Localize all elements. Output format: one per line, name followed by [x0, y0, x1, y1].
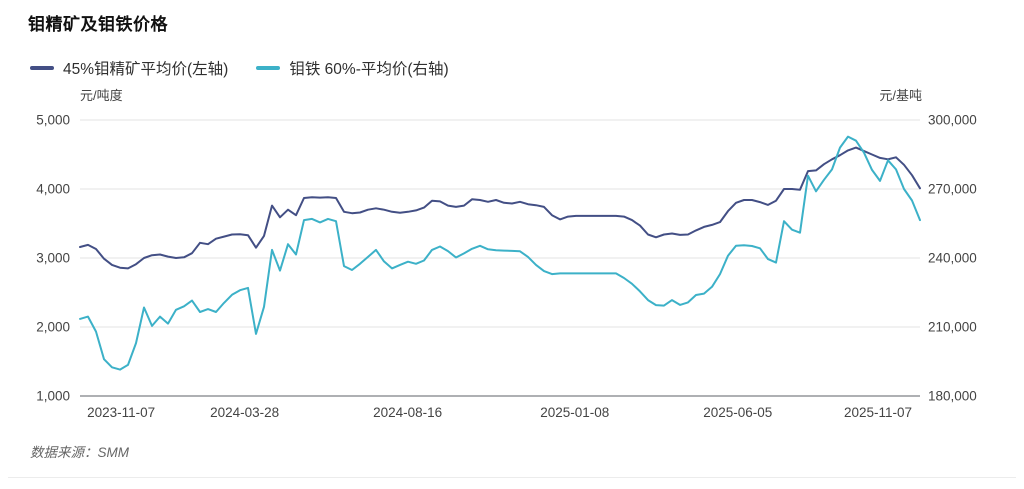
card-bottom-divider	[8, 477, 1016, 478]
legend-line-swatch-ferromolybdenum	[256, 66, 281, 70]
y-axis-right-tick-label: 180,000	[928, 389, 977, 404]
x-axis-tick-label: 2025-11-07	[844, 405, 912, 420]
x-axis-tick-label: 2024-08-16	[373, 405, 442, 420]
chart-legend: 45%钼精矿平均价(左轴) 钼铁 60%-平均价(右轴)	[30, 57, 477, 79]
y-axis-left-tick-label: 5,000	[36, 113, 70, 128]
right-axis-unit-label: 元/基吨	[879, 88, 922, 103]
data-source-label: 数据来源：	[30, 445, 98, 460]
x-axis-tick-label: 2023-11-07	[87, 405, 155, 420]
y-axis-right-tick-label: 240,000	[928, 251, 977, 266]
x-axis-tick-label: 2025-01-08	[540, 405, 609, 420]
y-axis-right-tick-label: 270,000	[928, 182, 977, 197]
data-source-value: SMM	[97, 445, 130, 460]
chart-title: 钼精矿及钼铁价格	[28, 15, 168, 34]
y-axis-right-tick-label: 300,000	[928, 113, 977, 128]
y-axis-left-tick-label: 1,000	[36, 389, 70, 404]
series-line-ferromolybdenum[interactable]	[79, 135, 921, 371]
left-axis-unit-label: 元/吨度	[80, 88, 123, 103]
y-axis-right-tick-label: 210,000	[928, 320, 977, 335]
y-axis-left-tick-label: 3,000	[36, 251, 70, 266]
y-axis-left-tick-label: 2,000	[36, 320, 70, 335]
legend-item-ferromolybdenum[interactable]: 钼铁 60%-平均价(右轴)	[256, 57, 449, 79]
y-axis-left-tick-label: 4,000	[36, 182, 70, 197]
legend-label-concentrate: 45%钼精矿平均价(左轴)	[63, 61, 229, 78]
legend-line-swatch-concentrate	[30, 66, 54, 70]
legend-label-ferromolybdenum: 钼铁 60%-平均价(右轴)	[289, 61, 449, 78]
x-axis-tick-label: 2025-06-05	[703, 405, 772, 420]
data-source: 数据来源：SMM	[30, 441, 129, 461]
x-axis-tick-label: 2024-03-28	[210, 405, 279, 420]
legend-item-molybdenum-concentrate[interactable]: 45%钼精矿平均价(左轴)	[30, 57, 228, 79]
series-line-molybdenum-concentrate[interactable]	[79, 146, 921, 270]
